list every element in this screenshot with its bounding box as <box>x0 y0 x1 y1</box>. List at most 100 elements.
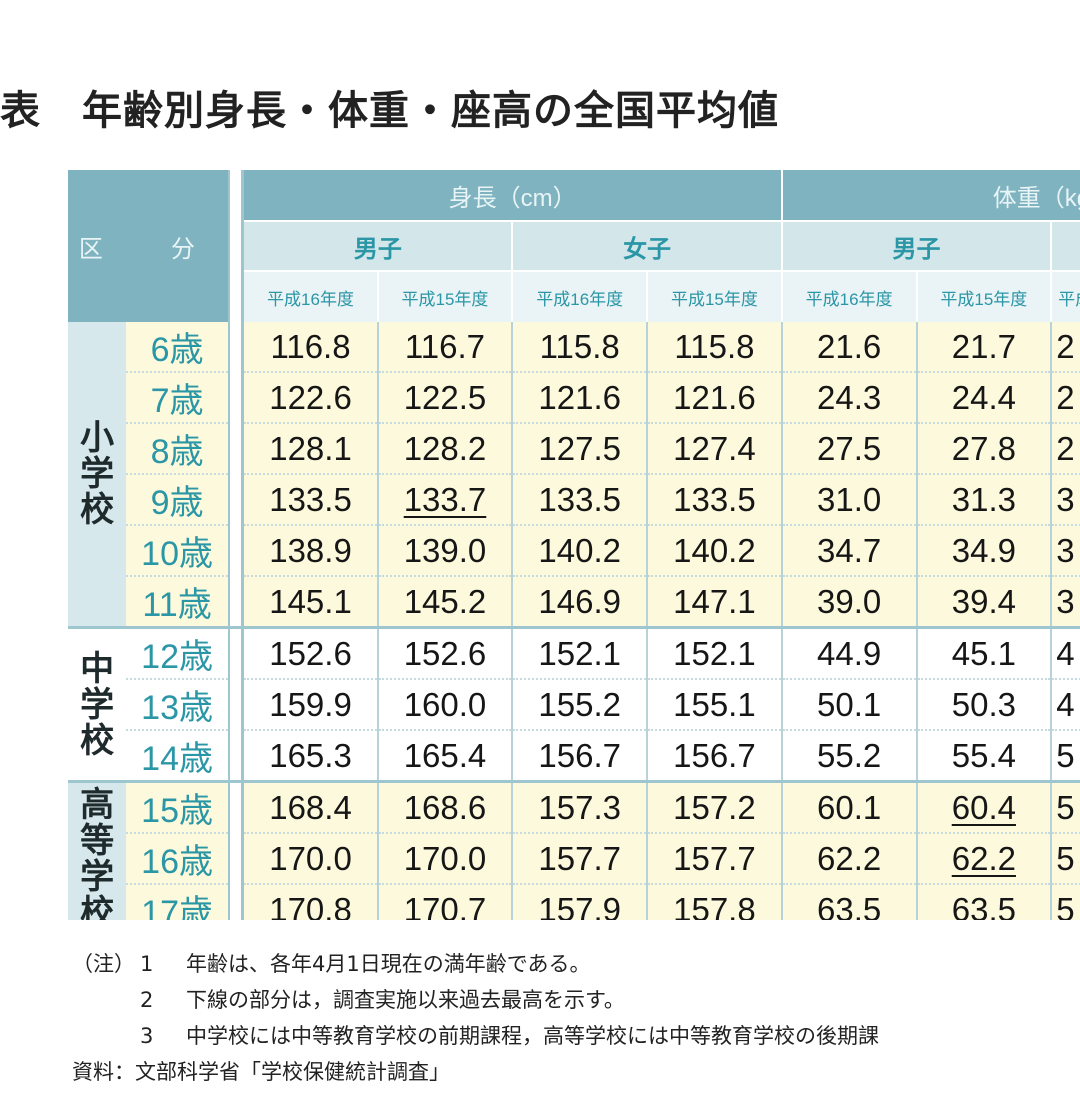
cell-weight-male-h15: 39.4 <box>915 576 1052 629</box>
gap-cell <box>227 576 245 629</box>
page-title: 表 年齢別身長・体重・座高の全国平均値 <box>0 88 779 134</box>
cell-height-female-h16: 133.5 <box>511 474 648 526</box>
note-text: 下線の部分は，調査実施以来過去最高を示す。 <box>186 988 625 1012</box>
gap-cell <box>227 627 245 679</box>
cell-weight-male-h15: 45.1 <box>915 627 1052 680</box>
age-cell: 13歳 <box>126 679 229 731</box>
cell-height-male-h15: 170.0 <box>376 833 513 885</box>
cell-height-female-h15: 157.7 <box>646 833 782 885</box>
age-cell: 14歳 <box>126 730 229 783</box>
cell-weight-male-h15-wrap: 62.2 <box>915 833 1052 885</box>
cell-weight-cut: 2 <box>1050 423 1080 475</box>
age-cell: 17歳 <box>126 884 229 920</box>
table-row: 小学校 6歳 116.8 116.7 115.8 115.8 21.6 21.7… <box>68 322 1080 629</box>
cell-height-female-h16: 157.7 <box>511 833 648 885</box>
note-line: 3 中学校には中等教育学校の前期課程，高等学校には中等教育学校の後期課 <box>72 1018 879 1054</box>
note-number: 3 <box>140 1024 154 1048</box>
cell-height-male-h16: 145.1 <box>241 576 378 629</box>
cell-weight-cut: 5 <box>1050 833 1080 885</box>
header-year-h15: 平成15年度 <box>646 270 782 322</box>
table-row: 11歳 145.1 145.2 146.9 147.1 39.0 39.4 3 <box>68 576 1080 629</box>
cell-weight-male-h16: 50.1 <box>780 679 917 731</box>
header-year-h15: 平成15年度 <box>376 270 513 322</box>
header-year-h16: 平成16年度 <box>511 270 648 322</box>
cell-height-male-h15-wrap: 133.7 <box>376 474 513 526</box>
cell-height-female-h15: 155.1 <box>646 679 782 731</box>
table-row: 7歳 122.6 122.5 121.6 121.6 24.3 24.4 2 <box>68 372 1080 424</box>
cell-height-male-h15: 160.0 <box>376 679 513 731</box>
cell-height-male-h15: 139.0 <box>376 525 513 577</box>
school-label: 高等学校 <box>80 785 115 921</box>
cell-height-female-h15: 121.6 <box>646 372 782 424</box>
cell-height-male-h16: 165.3 <box>241 730 378 783</box>
table-row: 中学校 12歳 152.6 152.6 152.1 152.1 44.9 45.… <box>68 627 1080 783</box>
table-row: 高等学校 15歳 168.4 168.6 157.3 157.2 60.1 60… <box>68 781 1080 920</box>
cell-height-male-h16: 159.9 <box>241 679 378 731</box>
table-row: 8歳 128.1 128.2 127.5 127.4 27.5 27.8 2 <box>68 423 1080 475</box>
school-junior: 中学校 <box>68 627 127 783</box>
cell-weight-male-h16: 55.2 <box>780 730 917 783</box>
cell-weight-cut: 5 <box>1050 781 1080 834</box>
cell-weight-cut: 2 <box>1050 372 1080 424</box>
table-row: 16歳 170.0 170.0 157.7 157.7 62.2 62.2 5 <box>68 833 1080 885</box>
school-label: 小学校 <box>80 419 115 529</box>
note-line: （注） 1 年齢は、各年4月1日現在の満年齢である。 <box>72 946 879 982</box>
cell-weight-male-h15: 24.4 <box>915 372 1052 424</box>
cell-weight-cut: 3 <box>1050 576 1080 629</box>
cell-height-female-h16: 157.3 <box>511 781 648 834</box>
cell-height-female-h15: 156.7 <box>646 730 782 783</box>
cell-height-female-h16: 157.9 <box>511 884 648 920</box>
cell-weight-male-h15: 63.5 <box>915 884 1052 920</box>
age-cell: 10歳 <box>126 525 229 577</box>
gap-cell <box>227 884 245 920</box>
cell-height-male-h15: 116.7 <box>376 322 513 373</box>
cell-height-female-h15: 127.4 <box>646 423 782 475</box>
cell-height-male-h16: 170.0 <box>241 833 378 885</box>
cell-height-male-h15: 145.2 <box>376 576 513 629</box>
cell-weight-male-h15: 55.4 <box>915 730 1052 783</box>
note-line: 2 下線の部分は，調査実施以来過去最高を示す。 <box>72 982 879 1018</box>
cell-weight-male-h16: 60.1 <box>780 781 917 834</box>
cell-height-female-h16: 121.6 <box>511 372 648 424</box>
table-row: 17歳 170.8 170.7 157.9 157.8 63.5 63.5 5 <box>68 884 1080 920</box>
cell-height-male-h16: 133.5 <box>241 474 378 526</box>
cell-weight-male-h15: 50.3 <box>915 679 1052 731</box>
cell-height-male-h15: 133.7 <box>403 480 487 518</box>
cell-height-male-h15: 168.6 <box>376 781 513 834</box>
gap-cell <box>227 372 245 423</box>
cell-height-male-h15: 122.5 <box>376 372 513 424</box>
cell-height-male-h16: 152.6 <box>241 627 378 680</box>
cell-weight-male-h15: 21.7 <box>915 322 1052 373</box>
gap-cell <box>227 322 245 372</box>
header-height-male: 男子 <box>241 220 513 271</box>
age-cell: 8歳 <box>126 423 229 475</box>
gap-cell <box>227 730 245 783</box>
age-cell: 15歳 <box>126 781 229 834</box>
cell-weight-cut: 2 <box>1050 322 1080 373</box>
gap-cell <box>227 525 245 576</box>
header-kubun: 区 分 <box>68 170 229 322</box>
cell-height-female-h15: 157.8 <box>646 884 782 920</box>
cell-weight-cut: 5 <box>1050 884 1080 920</box>
table-row: 14歳 165.3 165.4 156.7 156.7 55.2 55.4 5 <box>68 730 1080 783</box>
cell-height-male-h16: 168.4 <box>241 781 378 834</box>
cell-weight-male-h15: 34.9 <box>915 525 1052 577</box>
stats-table: 区 分 身長（cm） 体重（kg 男子 女子 男子 平成16年度 平成15年度 … <box>68 170 1080 920</box>
cell-weight-cut: 3 <box>1050 474 1080 526</box>
school-elementary: 小学校 <box>68 322 127 629</box>
cell-weight-male-h15: 62.2 <box>951 839 1016 877</box>
cell-height-male-h16: 138.9 <box>241 525 378 577</box>
cell-height-female-h16: 152.1 <box>511 627 648 680</box>
cell-weight-male-h15: 31.3 <box>915 474 1052 526</box>
cell-height-female-h15: 157.2 <box>646 781 782 834</box>
cell-height-male-h16: 122.6 <box>241 372 378 424</box>
header-year-cut: 平成 <box>1050 270 1080 322</box>
age-cell: 16歳 <box>126 833 229 885</box>
cell-height-female-h15: 140.2 <box>646 525 782 577</box>
cell-height-male-h16: 170.8 <box>241 884 378 920</box>
stats-table-container: 区 分 身長（cm） 体重（kg 男子 女子 男子 平成16年度 平成15年度 … <box>68 170 1080 920</box>
note-number: 1 <box>140 952 154 976</box>
cell-height-male-h15: 128.2 <box>376 423 513 475</box>
gap-cell <box>227 474 245 525</box>
cell-weight-cut: 3 <box>1050 525 1080 577</box>
